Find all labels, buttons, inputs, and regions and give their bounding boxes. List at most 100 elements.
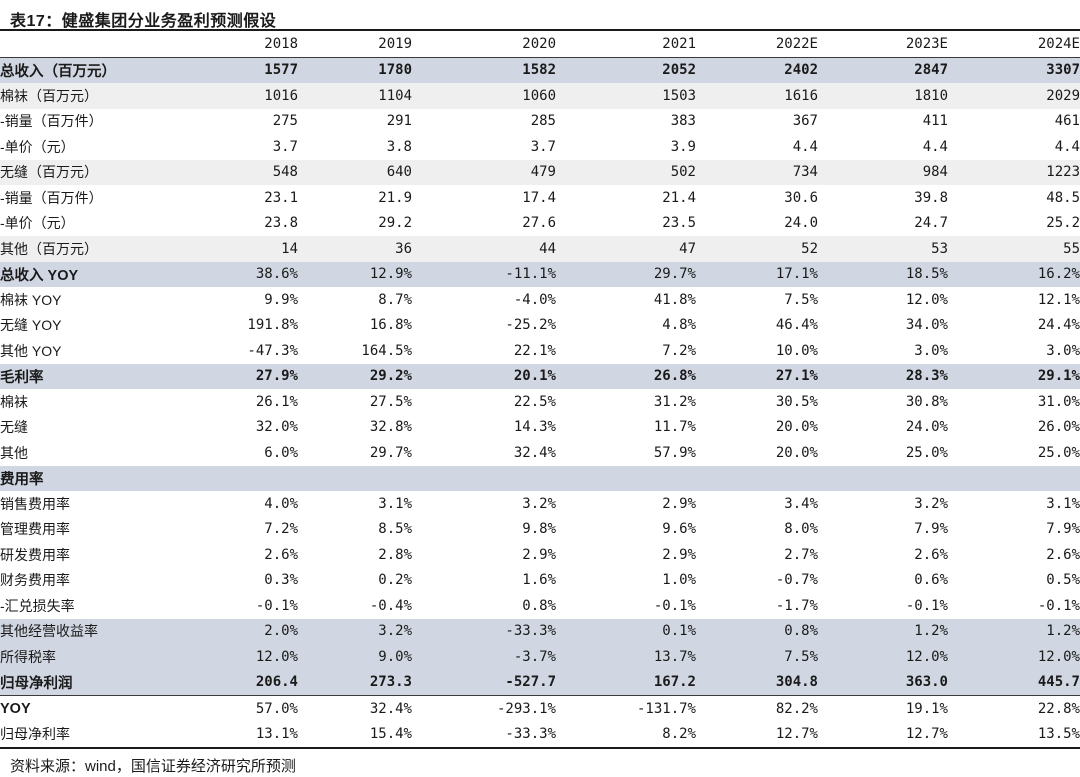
value-cell: 1582 bbox=[522, 62, 556, 79]
value-cell: -0.1% bbox=[1037, 597, 1080, 614]
value-cell: 4.4 bbox=[922, 138, 948, 155]
value-cell bbox=[412, 466, 556, 492]
row-label-cell: 棉袜 YOY bbox=[0, 291, 62, 308]
value-cell: 22.8% bbox=[1037, 700, 1080, 717]
source-note: 资料来源：wind，国信证券经济研究所预测 bbox=[10, 758, 296, 775]
header-year-cell: 2023E bbox=[818, 31, 948, 58]
value-cell: 7.5% bbox=[784, 648, 818, 665]
value-cell: 29.7% bbox=[653, 266, 696, 283]
value-cell: 1016 bbox=[264, 87, 298, 104]
value-cell: 53 bbox=[931, 240, 948, 257]
value-cell: 1577 bbox=[264, 62, 298, 79]
value-cell: 14 bbox=[281, 240, 298, 257]
table-row: 其他 6.0% 29.7% 32.4% 57.9% 20.0% 25.0% 25.0% bbox=[0, 440, 1080, 466]
value-cell: 11.7% bbox=[653, 419, 696, 436]
header-year-cell: 2021 bbox=[556, 31, 696, 58]
table-title: 表17：健盛集团分业务盈利预测假设 bbox=[0, 0, 1080, 31]
table-row: 其他（百万元） 14 36 44 47 52 53 55 bbox=[0, 236, 1080, 262]
value-cell: 2.6% bbox=[1046, 546, 1080, 563]
value-cell: 8.5% bbox=[378, 521, 412, 538]
value-cell: 47 bbox=[679, 240, 696, 257]
value-cell: 30.8% bbox=[905, 393, 948, 410]
table-row: 棉袜（百万元） 1016 1104 1060 1503 1616 1810 2029 bbox=[0, 83, 1080, 109]
value-cell: -25.2% bbox=[505, 317, 556, 334]
value-cell: 32.0% bbox=[255, 419, 298, 436]
header-year-cell: 2020 bbox=[412, 31, 556, 58]
row-label-cell: -销量（百万件） bbox=[0, 113, 103, 130]
value-cell: 17.1% bbox=[775, 266, 818, 283]
value-cell: 2.9% bbox=[662, 495, 696, 512]
value-cell: -0.1% bbox=[255, 597, 298, 614]
value-cell: 32.4% bbox=[513, 444, 556, 461]
table-row: YOY 57.0% 32.4% -293.1% -131.7% 82.2% 19.1% 22.… bbox=[0, 696, 1080, 722]
value-cell bbox=[556, 466, 696, 492]
value-cell: 1223 bbox=[1046, 164, 1080, 181]
value-cell: 9.0% bbox=[378, 648, 412, 665]
value-cell: 22.5% bbox=[513, 393, 556, 410]
value-cell: 12.7% bbox=[905, 726, 948, 743]
value-cell: -47.3% bbox=[247, 342, 298, 359]
value-cell: 25.0% bbox=[1037, 444, 1080, 461]
value-cell: 48.5 bbox=[1046, 189, 1080, 206]
value-cell: 16.2% bbox=[1037, 266, 1080, 283]
table-row: 归母净利润 206.4 273.3 -527.7 167.2 304.8 363.0 445.… bbox=[0, 669, 1080, 696]
row-label-cell: 费用率 bbox=[0, 471, 44, 488]
row-label-cell: -汇兑损失率 bbox=[0, 597, 75, 614]
value-cell: 0.5% bbox=[1046, 572, 1080, 589]
value-cell: 0.2% bbox=[378, 572, 412, 589]
value-cell: 285 bbox=[530, 113, 556, 130]
value-cell: 1.0% bbox=[662, 572, 696, 589]
value-cell: 20.1% bbox=[513, 368, 556, 385]
row-label-cell: 归母净利润 bbox=[0, 669, 218, 696]
value-cell: 36 bbox=[395, 240, 412, 257]
value-cell: 19.1% bbox=[905, 700, 948, 717]
value-cell: 18.5% bbox=[905, 266, 948, 283]
table-row: 棉袜 YOY 9.9% 8.7% -4.0% 41.8% 7.5% 12.0% 12.1% bbox=[0, 287, 1080, 313]
value-cell: 734 bbox=[792, 164, 818, 181]
value-cell: 21.9 bbox=[378, 189, 412, 206]
row-label-cell: 总收入（百万元） bbox=[0, 63, 116, 80]
table-row: 无缝（百万元） 548 640 479 502 734 984 1223 bbox=[0, 159, 1080, 185]
row-label-cell: -单价（元） bbox=[0, 138, 75, 155]
value-cell: 191.8% bbox=[247, 317, 298, 334]
value-cell: 3.1% bbox=[378, 495, 412, 512]
header-year-cell: 2019 bbox=[298, 31, 412, 58]
table-row: 其他 YOY -47.3% 164.5% 22.1% 7.2% 10.0% 3.0% 3.0% bbox=[0, 338, 1080, 364]
value-cell: 30.5% bbox=[775, 393, 818, 410]
value-cell: 29.7% bbox=[369, 444, 412, 461]
value-cell: 383 bbox=[670, 113, 696, 130]
value-cell: 13.5% bbox=[1037, 726, 1080, 743]
value-cell: 2052 bbox=[662, 62, 696, 79]
row-label-cell: 财务费用率 bbox=[0, 572, 70, 589]
value-cell: 25.0% bbox=[905, 444, 948, 461]
table-header: 2018 2019 2020 2021 2022E 2023E 2024E bbox=[0, 31, 1080, 58]
value-cell: 22.1% bbox=[513, 342, 556, 359]
value-cell: 9.9% bbox=[264, 291, 298, 308]
value-cell: 1104 bbox=[378, 87, 412, 104]
value-cell: 26.8% bbox=[653, 368, 696, 385]
value-cell: 29.2 bbox=[378, 215, 412, 232]
value-cell: 7.5% bbox=[784, 291, 818, 308]
row-label-cell: 其他经营收益率 bbox=[0, 623, 98, 640]
value-cell: 3.0% bbox=[914, 342, 948, 359]
value-cell: -11.1% bbox=[505, 266, 556, 283]
value-cell: 1780 bbox=[378, 62, 412, 79]
value-cell: 15.4% bbox=[369, 726, 412, 743]
value-cell: 502 bbox=[670, 164, 696, 181]
value-cell: 55 bbox=[1063, 240, 1080, 257]
value-cell: 26.0% bbox=[1037, 419, 1080, 436]
value-cell: 2.9% bbox=[662, 546, 696, 563]
value-cell: 0.6% bbox=[914, 572, 948, 589]
value-cell: -0.4% bbox=[369, 597, 412, 614]
value-cell: 0.8% bbox=[784, 623, 818, 640]
value-cell: 640 bbox=[386, 164, 412, 181]
value-cell: 17.4 bbox=[522, 189, 556, 206]
table-row: -单价（元） 23.8 29.2 27.6 23.5 24.0 24.7 25.2 bbox=[0, 211, 1080, 237]
value-cell: 1060 bbox=[522, 87, 556, 104]
header-year-cell: 2018 bbox=[218, 31, 298, 58]
value-cell: 24.4% bbox=[1037, 317, 1080, 334]
value-cell: 8.0% bbox=[784, 521, 818, 538]
value-cell: 9.8% bbox=[522, 521, 556, 538]
value-cell: 26.1% bbox=[255, 393, 298, 410]
